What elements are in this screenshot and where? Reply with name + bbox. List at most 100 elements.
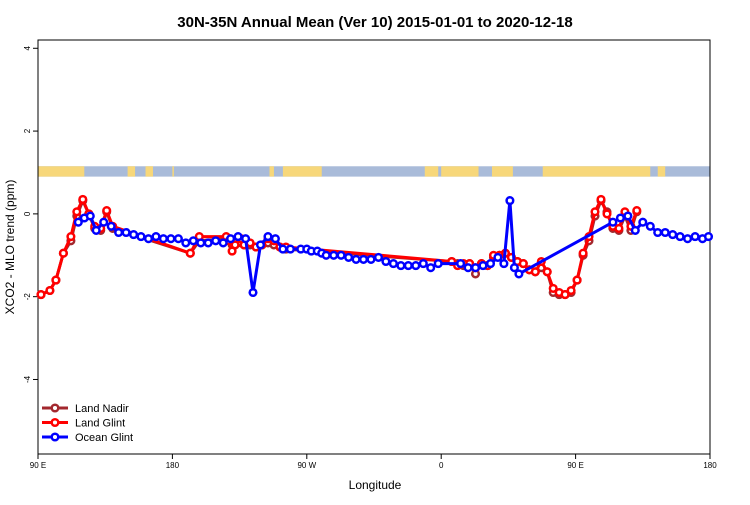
data-point — [602, 209, 612, 219]
data-point — [638, 217, 648, 227]
legend-marker — [50, 403, 60, 413]
data-point — [396, 261, 406, 271]
y-tick-label: -2 — [23, 293, 32, 301]
x-axis: 90 E 180 90 W 0 90 E 180 — [30, 454, 717, 470]
data-point — [514, 269, 524, 279]
data-point — [263, 232, 273, 242]
ocean-band — [38, 166, 710, 177]
data-point — [344, 252, 354, 262]
data-point — [596, 194, 606, 204]
legend-marker — [50, 417, 60, 428]
data-point — [129, 230, 139, 240]
data-point — [403, 261, 413, 271]
series-line — [40, 199, 639, 297]
data-point — [218, 238, 228, 248]
data-point — [623, 211, 633, 221]
data-point — [668, 230, 678, 240]
data-point — [278, 244, 288, 254]
data-point — [509, 263, 519, 273]
legend-label: Ocean Glint — [75, 432, 133, 444]
data-point — [381, 256, 391, 267]
data-point — [73, 217, 83, 227]
series-land-glint — [36, 194, 642, 300]
y-tick-label: 2 — [23, 128, 32, 133]
data-point — [230, 240, 240, 250]
land-band — [542, 166, 651, 177]
data-point — [505, 196, 515, 206]
data-point — [233, 232, 243, 242]
series-line — [40, 197, 639, 297]
data-point — [188, 236, 198, 246]
data-point — [51, 275, 61, 285]
data-point — [58, 248, 68, 258]
data-point — [456, 259, 466, 269]
plot-frame — [37, 39, 711, 455]
x-tick-label: 0 — [439, 461, 444, 470]
data-point — [578, 248, 588, 258]
series-ocean-glint — [73, 196, 714, 298]
data-point — [78, 194, 88, 204]
x-tick-label: 90 E — [567, 461, 583, 470]
data-point — [91, 225, 101, 235]
data-point — [99, 217, 109, 227]
data-point — [653, 227, 663, 238]
data-point — [518, 259, 528, 269]
land-band — [282, 166, 322, 177]
x-tick-label: 180 — [703, 461, 717, 470]
data-point — [433, 259, 443, 269]
data-point — [499, 259, 509, 269]
data-point — [336, 250, 346, 260]
y-tick-label: 0 — [23, 211, 32, 216]
data-point — [121, 227, 131, 238]
data-point — [388, 259, 398, 269]
data-point — [566, 285, 576, 296]
data-point — [478, 261, 488, 271]
data-point — [418, 259, 428, 269]
data-point — [255, 240, 266, 250]
data-point — [493, 252, 503, 262]
x-axis-label: Longitude — [349, 478, 402, 492]
data-point — [203, 238, 213, 248]
data-point — [329, 250, 339, 260]
data-point — [485, 259, 496, 269]
land-band — [38, 166, 85, 177]
landmask-strip — [38, 166, 710, 177]
data-point — [72, 207, 82, 217]
data-point — [542, 267, 552, 277]
data-point — [173, 234, 183, 244]
data-point — [241, 234, 251, 244]
y-tick-label: -4 — [23, 375, 32, 383]
data-point — [196, 238, 206, 248]
data-point — [572, 275, 582, 285]
chart-title: 30N-35N Annual Mean (Ver 10) 2015-01-01 … — [177, 14, 572, 31]
data-point — [85, 211, 95, 221]
data-point — [181, 238, 191, 248]
x-tick-label: 90 E — [30, 461, 46, 470]
data-point — [632, 206, 642, 216]
data-point — [226, 234, 236, 244]
data-point — [45, 285, 55, 296]
data-point — [321, 250, 331, 260]
land-band — [491, 166, 513, 177]
data-point — [560, 290, 570, 300]
data-point — [426, 263, 436, 273]
data-point — [106, 221, 116, 231]
land-band — [657, 166, 666, 177]
x-tick-label: 90 W — [297, 461, 316, 470]
data-point — [645, 221, 655, 231]
data-point — [166, 234, 176, 244]
data-point — [270, 234, 280, 244]
y-tick-label: 4 — [23, 46, 32, 51]
data-point — [185, 248, 195, 258]
land-band — [441, 166, 479, 177]
data-point — [366, 254, 376, 264]
data-point — [351, 254, 361, 264]
data-point — [248, 287, 258, 298]
data-point — [608, 217, 618, 227]
data-point — [690, 232, 700, 242]
legend-label: Land Nadir — [75, 403, 129, 415]
data-point — [136, 232, 146, 242]
data-point — [66, 232, 76, 242]
